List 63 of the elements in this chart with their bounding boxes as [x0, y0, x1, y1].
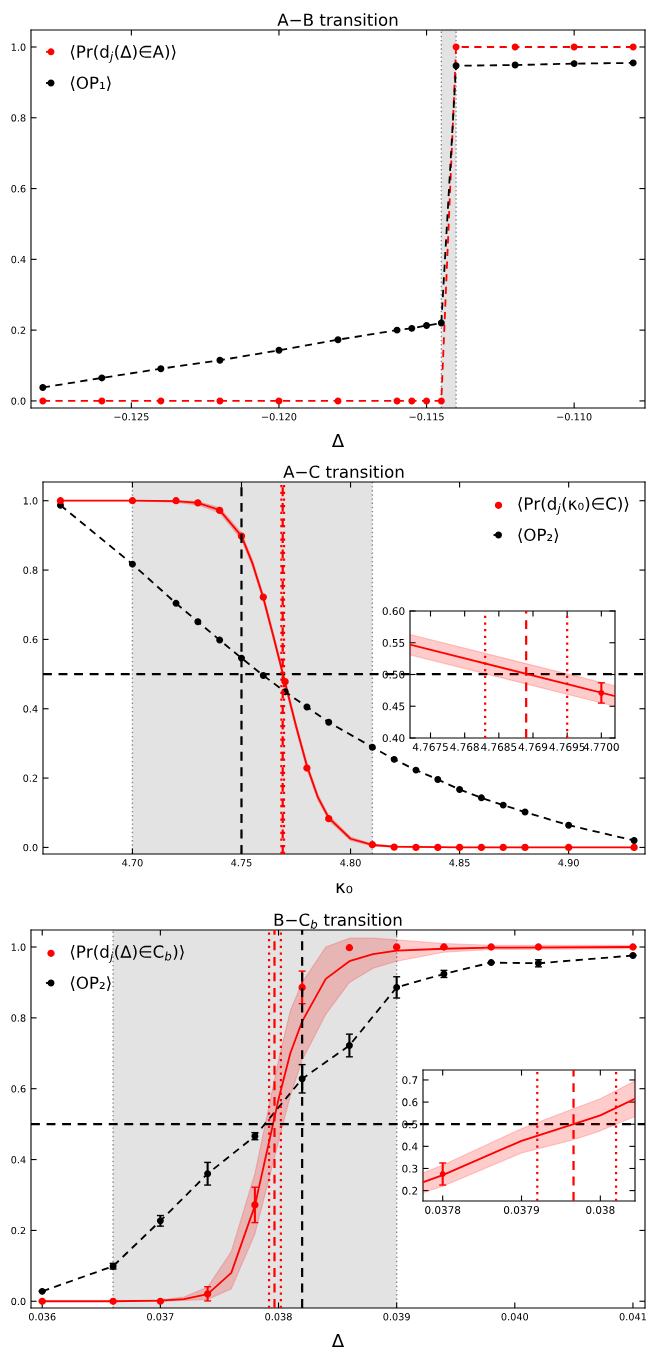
chart-title: A−C transition — [283, 465, 404, 479]
y-tick-label: 1.0 — [23, 497, 38, 505]
x-tick-label: 4.7685 — [481, 743, 517, 751]
x-tick-label: 4.768 — [450, 743, 479, 751]
y-tick-label: 0.0 — [11, 397, 26, 405]
legend-label: ⟨OP₂⟩ — [518, 528, 559, 544]
x-tick-label: 4.85 — [449, 859, 470, 867]
y-tick-label: 0.6 — [23, 635, 38, 644]
x-tick-label: 4.70 — [122, 859, 143, 867]
y-tick-label: 0.45 — [382, 702, 405, 711]
x-tick-label: 4.90 — [558, 859, 579, 867]
y-tick-label: 0.0 — [11, 1297, 26, 1306]
y-tick-label: 0.40 — [382, 734, 405, 743]
y-tick-label: 0.6 — [11, 1085, 26, 1093]
y-tick-label: 0.2 — [11, 326, 26, 334]
y-tick-label: 0.2 — [11, 1226, 26, 1235]
x-tick-label: −0.125 — [114, 413, 149, 421]
legend-label: ⟨OP₁⟩ — [70, 76, 111, 92]
x-tick-label: 0.038 — [586, 1206, 615, 1214]
y-tick-label: 1.0 — [11, 943, 26, 951]
y-tick-label: 1.0 — [11, 43, 26, 51]
y-tick-label: 0.55 — [382, 638, 405, 647]
x-tick-label: 0.040 — [501, 1313, 529, 1321]
x-tick-label: 4.75 — [231, 859, 252, 867]
x-tick-label: 4.7695 — [549, 743, 585, 751]
y-tick-label: 0.3 — [402, 1164, 418, 1173]
y-tick-label: 0.0 — [23, 843, 38, 852]
x-axis-title: Δ — [331, 433, 345, 448]
x-tick-label: 0.041 — [619, 1313, 646, 1321]
y-tick-label: 0.2 — [402, 1186, 418, 1195]
x-tick-label: 0.037 — [147, 1313, 174, 1321]
legend-label: ⟨Pr(d$_{j}$(Δ)∈C$_{b}$)⟩ — [70, 945, 184, 963]
x-tick-label: −0.115 — [409, 413, 444, 421]
y-tick-label: 0.8 — [23, 566, 38, 574]
chart-title: A−B transition — [277, 13, 398, 27]
x-axis-title: κ₀ — [336, 883, 353, 894]
x-tick-label: −0.110 — [557, 413, 592, 421]
legend-label: ⟨Pr(d$_{j}$(Δ)∈A)⟩ — [70, 45, 176, 63]
y-tick-label: 0.8 — [11, 114, 26, 122]
y-tick-label: 0.6 — [402, 1098, 418, 1107]
y-tick-label: 0.6 — [11, 185, 26, 193]
y-tick-label: 0.4 — [23, 705, 38, 713]
y-tick-label: 0.8 — [11, 1014, 26, 1022]
y-tick-label: 0.7 — [402, 1076, 418, 1085]
x-tick-label: 4.7675 — [412, 743, 448, 751]
legend-label: ⟨Pr(d$_{j}$(κ₀)∈C)⟩ — [518, 497, 629, 515]
x-tick-label: 4.80 — [340, 859, 361, 867]
y-tick-label: 0.4 — [402, 1142, 418, 1151]
y-tick-label: 0.4 — [11, 1156, 26, 1164]
x-tick-label: 4.769 — [518, 743, 548, 751]
x-tick-label: 0.038 — [265, 1313, 292, 1321]
x-tick-label: 0.039 — [383, 1313, 410, 1321]
x-tick-label: −0.120 — [262, 413, 297, 421]
y-tick-label: 0.4 — [11, 255, 26, 264]
legend-label: ⟨OP₂⟩ — [70, 976, 111, 992]
x-tick-label: 0.0379 — [503, 1206, 539, 1214]
x-tick-label: 0.036 — [28, 1313, 56, 1321]
y-tick-label: 0.2 — [23, 774, 38, 782]
x-axis-title: Δ — [331, 1333, 345, 1348]
x-tick-label: 4.7700 — [583, 743, 619, 751]
y-tick-label: 0.60 — [382, 607, 405, 616]
chart-title: B−C$_{b}$ transition — [274, 913, 402, 929]
x-tick-label: 0.0378 — [425, 1206, 461, 1214]
